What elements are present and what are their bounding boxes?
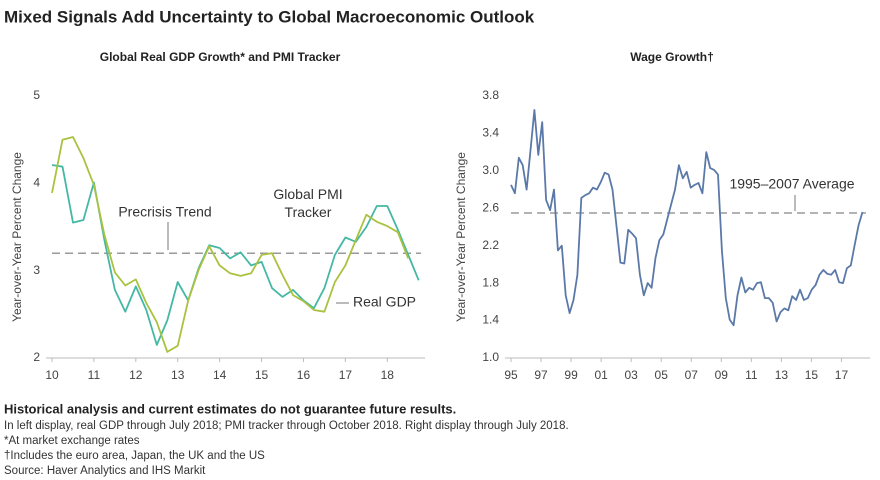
y-tick-label: 2.2 xyxy=(482,238,499,252)
y-tick-label: 3.4 xyxy=(482,126,499,140)
y-axis-label: Year-over-Year Percent Change xyxy=(10,152,24,322)
x-tick-label: 12 xyxy=(129,368,143,382)
series-line xyxy=(51,164,420,346)
x-tick-label: 16 xyxy=(297,368,311,382)
y-tick-label: 3.8 xyxy=(482,88,499,102)
disclaimer: Historical analysis and current estimate… xyxy=(4,401,456,416)
series-label: Real GDP xyxy=(353,294,416,310)
x-tick-label: 03 xyxy=(624,368,638,382)
x-tick-label: 15 xyxy=(255,368,269,382)
x-tick-label: 97 xyxy=(534,368,548,382)
x-tick-label: 14 xyxy=(213,368,227,382)
x-tick-label: 05 xyxy=(655,368,669,382)
y-tick-label: 2.6 xyxy=(482,200,499,214)
x-tick-label: 95 xyxy=(504,368,518,382)
x-tick-label: 99 xyxy=(564,368,578,382)
chart-title: Global Real GDP Growth* and PMI Tracker xyxy=(100,50,341,64)
x-tick-label: 15 xyxy=(805,368,819,382)
x-tick-label: 18 xyxy=(381,368,395,382)
y-tick-label: 4 xyxy=(33,176,40,190)
series-label-box: Global PMI Tracker xyxy=(273,186,343,220)
y-tick-label: 1.4 xyxy=(482,313,499,327)
y-tick-label: 1.8 xyxy=(482,275,499,289)
footnote: †Includes the euro area, Japan, the UK a… xyxy=(4,450,265,462)
footnote: In left display, real GDP through July 2… xyxy=(4,420,569,432)
series-line xyxy=(51,136,410,353)
x-tick-label: 07 xyxy=(685,368,699,382)
footnote: Source: Haver Analytics and IHS Markit xyxy=(4,465,206,477)
x-tick-label: 13 xyxy=(171,368,185,382)
y-tick-label: 2 xyxy=(33,350,40,364)
y-tick-label: 1.0 xyxy=(482,350,499,364)
page-title: Mixed Signals Add Uncertainty to Global … xyxy=(4,7,535,26)
x-tick-label: 01 xyxy=(594,368,608,382)
x-tick-label: 17 xyxy=(339,368,353,382)
series-label: Global PMI Tracker xyxy=(273,186,343,220)
y-tick-label: 3.0 xyxy=(482,163,499,177)
x-tick-label: 13 xyxy=(775,368,789,382)
chart-title: Wage Growth† xyxy=(630,50,714,64)
x-tick-label: 11 xyxy=(745,368,758,382)
reference-label: 1995–2007 Average xyxy=(729,176,854,192)
series-line xyxy=(510,109,864,327)
x-tick-label: 10 xyxy=(45,368,59,382)
x-tick-label: 09 xyxy=(715,368,729,382)
y-tick-label: 3 xyxy=(33,263,40,277)
y-tick-label: 5 xyxy=(33,88,40,102)
x-tick-label: 17 xyxy=(835,368,849,382)
footnote: *At market exchange rates xyxy=(4,435,140,447)
x-tick-label: 11 xyxy=(88,368,101,382)
y-axis-label: Year-over-Year Percent Change xyxy=(454,152,468,322)
reference-label: Precrisis Trend xyxy=(118,204,211,220)
